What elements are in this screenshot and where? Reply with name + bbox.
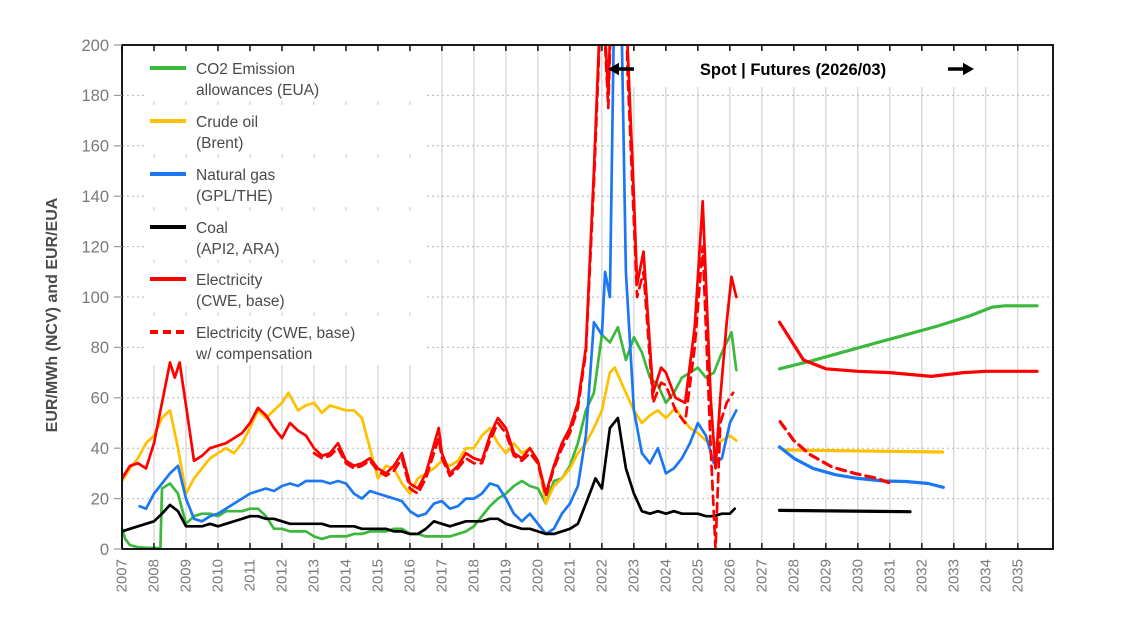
y-tick-label: 100	[81, 289, 109, 307]
x-tick-label: 2008	[145, 559, 162, 592]
x-tick-label: 2022	[593, 559, 610, 592]
x-tick-label: 2023	[625, 559, 642, 592]
y-tick-label: 80	[91, 339, 109, 357]
y-tick-label: 60	[91, 390, 109, 408]
series-elec-spot	[122, 45, 738, 495]
legend-label-elec-line1: Electricity	[196, 272, 263, 289]
x-tick-label: 2030	[849, 559, 866, 592]
legend-item-eua: CO2 Emission allowances (EUA)	[150, 61, 319, 99]
x-tick-label: 2026	[721, 559, 738, 592]
x-tick-label: 2028	[785, 559, 802, 592]
x-tick-label: 2015	[369, 559, 386, 592]
series-eua-futures	[777, 304, 1039, 371]
legend-label-elec_comp-line2: w/ compensation	[195, 346, 312, 363]
spot-futures-annotation-text: Spot | Futures (2026/03)	[700, 61, 886, 79]
legend-label-coal-line2: (API2, ARA)	[196, 241, 280, 258]
x-tick-label: 2029	[817, 559, 834, 592]
series-elec-futures	[777, 320, 1039, 378]
x-tick-label: 2018	[465, 559, 482, 592]
series-elec_comp-futures	[778, 420, 893, 486]
legend-item-elec: Electricity (CWE, base)	[150, 272, 285, 310]
x-axis-tick-labels: 2007 2008 2009 2010 2011 2012 2013 2014 2015 2016…	[114, 559, 1027, 592]
legend-item-coal: Coal (API2, ARA)	[150, 220, 280, 258]
y-tick-label: 200	[81, 37, 109, 55]
x-tick-label: 2032	[913, 559, 930, 592]
series-coal-spot	[122, 416, 737, 536]
x-tick-label: 2033	[945, 559, 962, 592]
legend-label-gas-line2: (GPL/THE)	[196, 188, 273, 205]
x-tick-label: 2020	[529, 559, 546, 592]
legend-label-elec_comp-line1: Electricity (CWE, base)	[196, 325, 355, 342]
y-tick-label: 160	[81, 138, 109, 156]
legend-item-brent: Crude oil (Brent)	[150, 114, 258, 152]
x-tick-label: 2027	[753, 559, 770, 592]
x-tick-label: 2025	[689, 559, 706, 592]
spot-futures-annotation: Spot | Futures (2026/03)	[608, 61, 974, 79]
series-coal-futures	[777, 508, 912, 514]
x-tick-label: 2009	[177, 559, 194, 592]
series-gas-spot	[138, 45, 738, 536]
series-lines	[122, 45, 1039, 549]
legend-label-coal-line1: Coal	[196, 220, 228, 237]
x-tick-label: 2035	[1009, 559, 1026, 592]
y-tick-label: 0	[100, 541, 109, 559]
x-tick-label: 2016	[401, 559, 418, 592]
right-arrow-icon	[948, 62, 974, 76]
legend-item-elec_comp: Electricity (CWE, base) w/ compensation	[150, 325, 355, 363]
y-tick-label: 140	[81, 188, 109, 206]
legend: CO2 Emission allowances (EUA) Crude oil (Br…	[150, 61, 355, 363]
x-tick-label: 2034	[977, 559, 994, 592]
y-tick-label: 20	[91, 490, 109, 508]
spot-futures-annotation-background	[607, 50, 988, 87]
legend-background	[144, 52, 424, 365]
legend-label-gas-line1: Natural gas	[196, 167, 276, 184]
axes	[114, 44, 1054, 550]
y-tick-label: 180	[81, 87, 109, 105]
legend-label-elec-line2: (CWE, base)	[196, 293, 285, 310]
y-tick-label: 120	[81, 238, 109, 256]
x-tick-label: 2031	[881, 559, 898, 592]
legend-label-brent-line2: (Brent)	[196, 135, 243, 152]
x-tick-label: 2019	[497, 559, 514, 592]
legend-item-gas: Natural gas (GPL/THE)	[150, 167, 276, 205]
y-axis-tick-labels: 0 20 40 60 80 100 120 140 160 180 200	[81, 37, 109, 559]
x-tick-label: 2007	[114, 559, 131, 592]
series-elec_comp-spot	[312, 45, 735, 549]
legend-label-eua-line1: CO2 Emission	[196, 61, 295, 78]
x-tick-label: 2012	[273, 559, 290, 592]
x-tick-label: 2021	[561, 559, 578, 592]
left-arrow-icon	[608, 62, 634, 76]
legend-label-brent-line1: Crude oil	[196, 114, 258, 131]
series-gas-futures	[777, 445, 945, 489]
x-tick-label: 2013	[305, 559, 322, 592]
x-tick-label: 2024	[657, 559, 674, 592]
series-brent-futures	[782, 448, 945, 454]
series-eua-spot	[122, 325, 738, 549]
x-tick-label: 2014	[337, 559, 354, 592]
y-axis-label: EUR/MWh (NCV) and EUR/EUA	[44, 197, 61, 432]
x-tick-label: 2010	[209, 559, 226, 592]
legend-label-eua-line2: allowances (EUA)	[196, 82, 319, 99]
x-tick-label: 2017	[433, 559, 450, 592]
x-tick-label: 2011	[241, 559, 258, 591]
y-tick-label: 40	[91, 440, 109, 458]
